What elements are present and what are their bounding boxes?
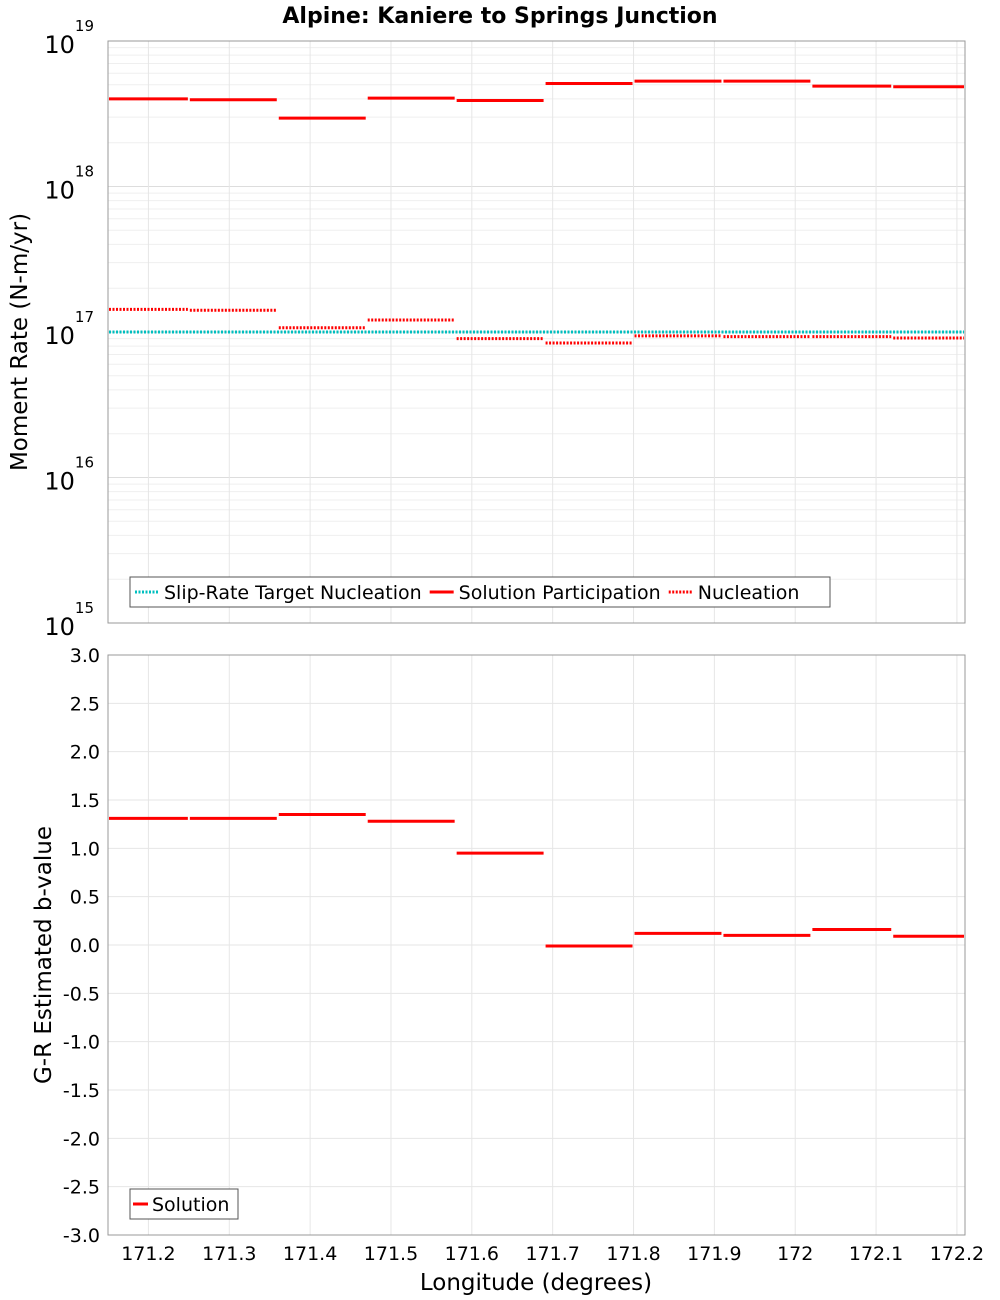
y-tick-label: -1.5 [63,1080,100,1102]
b-value-panel: 3.0 2.5 2.0 1.5 1.0 0.5 0.0 -0.5 -1.0 -1.5 -2.0 -2.… [31,645,984,1296]
x-tick-label: 171.4 [283,1243,337,1265]
y-tick-label: 0.0 [70,935,100,957]
chart-title: Alpine: Kaniere to Springs Junction [282,4,717,29]
legend-label-0: Slip-Rate Target Nucleation [164,582,422,604]
y-tick-label: 1.5 [70,790,100,812]
y-tick-label: 0.5 [70,887,100,909]
y-tick-label: 1018 [44,163,94,205]
y-tick-label: -1.0 [63,1032,100,1054]
x-tick-label: 172 [777,1243,813,1265]
x-tick-label: 171.5 [364,1243,418,1265]
y-tick-label: 1.0 [70,838,100,860]
legend: Solution [129,1188,239,1220]
x-axis-label: Longitude (degrees) [420,1270,652,1296]
x-tick-label: 171.2 [121,1243,175,1265]
y-tick-label: -2.0 [63,1128,100,1150]
y-tick-label: 2.0 [70,742,100,764]
legend-box [129,576,831,608]
y-tick-label: -3.0 [63,1225,100,1247]
x-tick-label: 172.1 [849,1243,903,1265]
y-tick-label: 1015 [44,599,94,641]
y-tick-label: 3.0 [70,645,100,667]
y-tick-label: 2.5 [70,693,100,715]
y-tick-label: 1017 [44,308,94,350]
legend-label-0: Solution [152,1194,229,1216]
y-tick-label: 1016 [44,454,94,496]
y-tick-label: 1019 [44,17,94,59]
y-tick-label: -2.5 [63,1177,100,1199]
moment-rate-panel: 1015 1016 1017 1018 1019 Moment Rate (N-m/yr)… [7,17,966,641]
x-tick-label: 171.6 [445,1243,499,1265]
legend: Slip-Rate Target Nucleation Solution Part… [129,576,831,608]
plot-border [107,654,966,1236]
x-tick-label: 171.8 [606,1243,660,1265]
x-tick-label: 172.2 [930,1243,984,1265]
legend-label-2: Nucleation [698,582,800,604]
y-axis-label: Moment Rate (N-m/yr) [7,213,33,471]
legend-label-1: Solution Participation [459,582,661,604]
x-tick-label: 171.7 [525,1243,579,1265]
plot-border [107,40,966,624]
x-tick-label: 171.3 [202,1243,256,1265]
x-tick-label: 171.9 [687,1243,741,1265]
y-axis-label: G-R Estimated b-value [31,826,57,1084]
y-tick-label: -0.5 [63,983,100,1005]
